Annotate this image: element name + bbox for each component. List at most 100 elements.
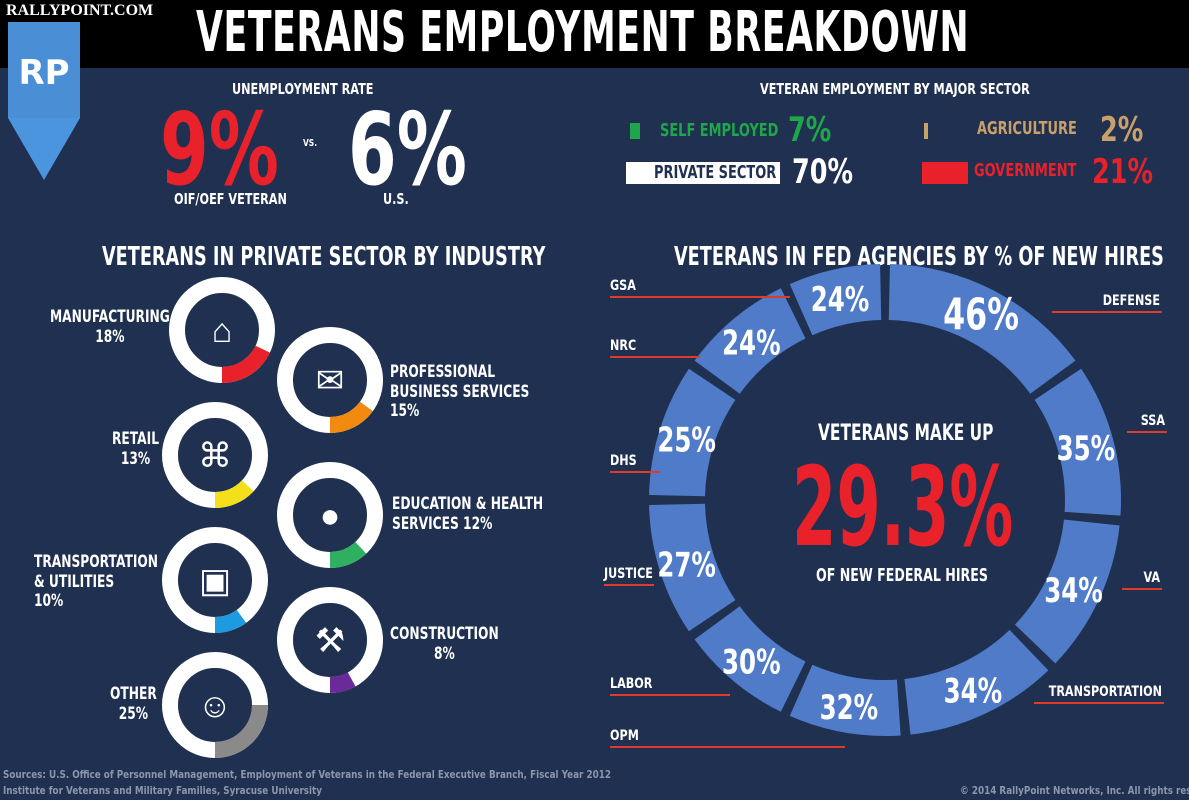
self-employed-value: 7% (788, 110, 832, 150)
government-swatch (922, 162, 968, 184)
agency-value: 27% (657, 546, 716, 585)
leader-line (604, 584, 654, 586)
donut-segment (330, 401, 373, 433)
leader-line (1052, 311, 1162, 313)
construction-name: CONSTRUCTION (390, 624, 499, 644)
government-value: 21% (1092, 152, 1154, 192)
segment-labor (694, 606, 806, 712)
leader-line (1034, 702, 1164, 704)
agency-label: GSA (610, 277, 636, 294)
agency-label: JUSTICE (603, 565, 653, 582)
segment-nrc (694, 288, 806, 394)
agency-label: DHS (610, 452, 637, 469)
leader-line (1127, 431, 1167, 433)
agency-value: 32% (820, 688, 879, 727)
donut-factory: ⌂ (169, 277, 275, 383)
donut-segment (215, 705, 268, 758)
transportation-name: TRANSPORTATION & UTILITIES (34, 552, 159, 592)
agency-label: NRC (610, 337, 636, 354)
segment-dhs (649, 368, 736, 497)
person-icon: ☺ (198, 687, 233, 725)
segment-va (1014, 519, 1120, 664)
donut-worker: ⚒ (277, 587, 383, 693)
donut-apple: ● (277, 462, 383, 568)
leader-line (610, 356, 700, 358)
site-name[interactable]: RALLYPOINT.COM (6, 2, 154, 19)
leader-line (610, 471, 660, 473)
agency-label: VA (1143, 569, 1160, 586)
center-value: 29.3% (792, 443, 1014, 571)
briefcase-icon: ✉ (316, 362, 345, 400)
donut-segment (215, 480, 254, 508)
us-unemployment-value: 6% (348, 91, 467, 208)
self-employed-label: SELF EMPLOYED (660, 120, 779, 141)
agency-value: 24% (722, 324, 781, 363)
other-label: OTHER 25% (110, 684, 157, 724)
segment-justice (649, 503, 736, 632)
center-top-text: VETERANS MAKE UP (818, 421, 994, 446)
industry-donuts: ⌂ ✉ ⌘ ● ▣ ⚒ ☺ (162, 277, 383, 758)
retail-value: 13% (120, 448, 151, 469)
rp-logo[interactable]: RP (8, 22, 80, 182)
donut-segment (330, 541, 367, 568)
shopping-cart-icon: ⌘ (198, 437, 232, 475)
agriculture-label: AGRICULTURE (977, 118, 1077, 139)
apple-icon: ● (320, 497, 341, 535)
other-value: 25% (118, 703, 149, 724)
manufacturing-name: MANUFACTURING (50, 307, 170, 327)
agency-label: TRANSPORTATION (1049, 683, 1162, 700)
agency-label: OPM (610, 727, 639, 744)
leader-line (1122, 588, 1162, 590)
retail-name: RETAIL (112, 429, 160, 449)
car-icon: ▣ (199, 562, 231, 600)
worker-icon: ⚒ (315, 622, 345, 660)
segment-transportation (904, 629, 1049, 735)
center-bottom-text: OF NEW FEDERAL HIRES (816, 565, 988, 586)
other-name: OTHER (110, 684, 157, 704)
construction-label: CONSTRUCTION 8% (390, 624, 499, 664)
private-sector-value: 70% (792, 152, 854, 192)
donut-segment (215, 609, 247, 633)
retail-label: RETAIL 13% (112, 429, 160, 469)
sources-line-1: Sources: U.S. Office of Personnel Manage… (3, 768, 611, 781)
donut-segment (330, 672, 356, 693)
vs-label: VS. (303, 138, 318, 149)
leader-line (610, 746, 845, 748)
professional-label: PROFESSIONAL BUSINESS SERVICES 15% (390, 362, 530, 422)
leader-line (610, 694, 730, 696)
sector-heading: VETERAN EMPLOYMENT BY MAJOR SECTOR (760, 80, 1030, 98)
self-employed-swatch (630, 123, 640, 139)
agency-value: 34% (944, 672, 1003, 711)
education-label: EDUCATION & HEALTH SERVICES 12% (392, 494, 544, 534)
private-sector-swatch (626, 162, 780, 184)
factory-icon: ⌂ (212, 312, 233, 350)
agency-value: 25% (657, 420, 716, 459)
us-label: U.S. (383, 190, 409, 208)
agency-value: 35% (1057, 429, 1116, 468)
agency-label: SSA (1141, 412, 1165, 429)
transportation-label: TRANSPORTATION & UTILITIES 10% (34, 552, 159, 612)
transportation-value: 10% (34, 591, 64, 612)
agriculture-value: 2% (1100, 110, 1144, 150)
donut-person: ☺ (162, 652, 268, 758)
page-title: VETERANS EMPLOYMENT BREAKDOWN (196, 0, 970, 65)
veteran-label: OIF/OEF VETERAN (174, 190, 287, 208)
agency-label: LABOR (610, 675, 653, 692)
manufacturing-value: 18% (95, 326, 125, 347)
agency-value: 30% (722, 642, 781, 681)
donut-segment (222, 345, 270, 383)
sources-line-2: Institute for Veterans and Military Fami… (3, 784, 322, 797)
agency-value: 46% (943, 289, 1019, 341)
veteran-unemployment-value: 9% (160, 91, 279, 208)
private-sector-label: PRIVATE SECTOR (654, 162, 777, 183)
header-bar (0, 0, 1189, 68)
segment-opm (789, 664, 901, 736)
industry-heading: VETERANS IN PRIVATE SECTOR BY INDUSTRY (102, 242, 546, 272)
donut-briefcase: ✉ (277, 327, 383, 433)
unemployment-heading: UNEMPLOYMENT RATE (232, 80, 374, 98)
fed-agencies-ring: 46% DEFENSE 35% SSA 34% VA 34% TRANSPORTATION 32… (603, 264, 1167, 748)
leader-line (610, 296, 790, 298)
manufacturing-label: MANUFACTURING 18% (50, 307, 170, 347)
segment-gsa (789, 264, 882, 336)
donut-shopping-cart: ⌘ (162, 402, 268, 508)
